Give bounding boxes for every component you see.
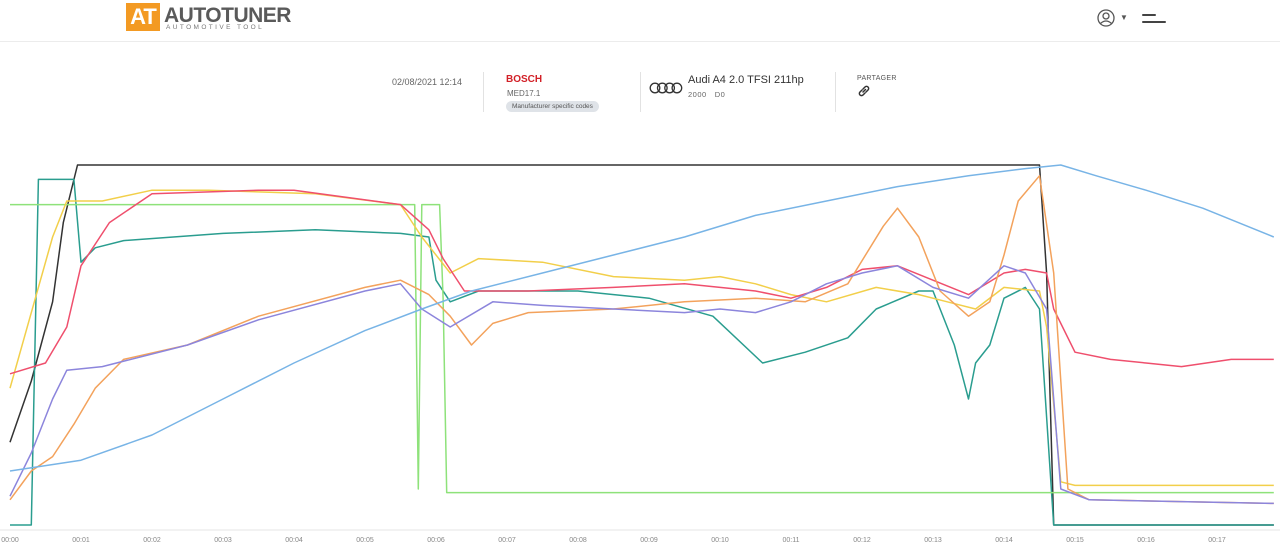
x-tick-label: 00:09 <box>640 537 658 544</box>
divider <box>835 72 836 112</box>
divider <box>483 72 484 112</box>
car-year: 2000 <box>688 90 707 99</box>
x-tick-label: 00:12 <box>853 537 871 544</box>
hamburger-line <box>1142 21 1166 23</box>
chevron-down-icon: ▼ <box>1120 13 1128 22</box>
audi-rings-icon <box>649 82 683 94</box>
hamburger-icon[interactable] <box>1142 12 1166 28</box>
series-line-5[interactable] <box>9 189 1274 375</box>
logo-name-tuner: TUNER <box>221 4 291 27</box>
x-tick-label: 00:16 <box>1137 537 1155 544</box>
x-tick-label: 00:11 <box>783 537 800 544</box>
x-tick-label: 00:03 <box>214 537 232 544</box>
x-tick-label: 00:08 <box>569 537 587 544</box>
series-line-8[interactable] <box>9 164 1275 472</box>
x-tick-label: 00:15 <box>1066 537 1084 544</box>
logo-tagline: AUTOMOTIVE TOOL <box>166 24 265 31</box>
x-tick-label: 00:00 <box>1 537 19 544</box>
x-tick-label: 00:05 <box>356 537 374 544</box>
series-layer <box>9 164 1275 526</box>
x-tick-label: 00:07 <box>498 537 516 544</box>
divider <box>640 72 641 112</box>
x-tick-label: 00:04 <box>285 537 303 544</box>
series-line-3[interactable] <box>10 203 1274 494</box>
top-bar: AT AUTOTUNER AUTOMOTIVE TOOL ▼ <box>0 0 1280 42</box>
logo-name: AUTOTUNER <box>164 4 291 28</box>
x-tick-label: 00:01 <box>72 537 90 544</box>
series-line-7[interactable] <box>9 265 1274 505</box>
series-line-2[interactable] <box>10 178 1274 526</box>
hamburger-line <box>1142 14 1156 16</box>
file-date: 02/08/2021 12:14 <box>392 77 463 87</box>
x-tick-label: 00:14 <box>995 537 1013 544</box>
x-tick-label: 00:02 <box>143 537 161 544</box>
manufacturer-codes-badge[interactable]: Manufacturer specific codes <box>506 101 599 112</box>
series-line-1[interactable] <box>9 164 1274 526</box>
x-tick-labels: 00:00 00:01 00:02 00:03 00:04 00:05 00:06 00:07… <box>1 537 1226 544</box>
x-tick-label: 00:13 <box>924 537 942 544</box>
share-label: PARTAGER <box>857 75 897 82</box>
series-line-6[interactable] <box>9 175 1274 505</box>
user-menu-button[interactable]: ▼ <box>1096 8 1130 28</box>
car-details: 2000 D0 <box>688 90 733 99</box>
x-tick-label: 00:17 <box>1208 537 1226 544</box>
logo-name-auto: AUTO <box>164 4 222 27</box>
ecu-brand: BOSCH <box>506 74 543 85</box>
logo-mark: AT <box>126 3 160 31</box>
car-code: D0 <box>714 90 726 99</box>
car-name: Audi A4 2.0 TFSI 211hp <box>688 74 804 86</box>
ecu-model: MED17.1 <box>507 89 541 98</box>
datalog-chart[interactable]: 00:00 00:01 00:02 00:03 00:04 00:05 00:06 00:07… <box>0 150 1280 557</box>
link-icon[interactable] <box>857 84 871 98</box>
x-tick-label: 00:10 <box>711 537 729 544</box>
series-line-4[interactable] <box>9 189 1274 487</box>
user-circle-icon <box>1097 9 1115 27</box>
x-tick-label: 00:06 <box>427 537 445 544</box>
